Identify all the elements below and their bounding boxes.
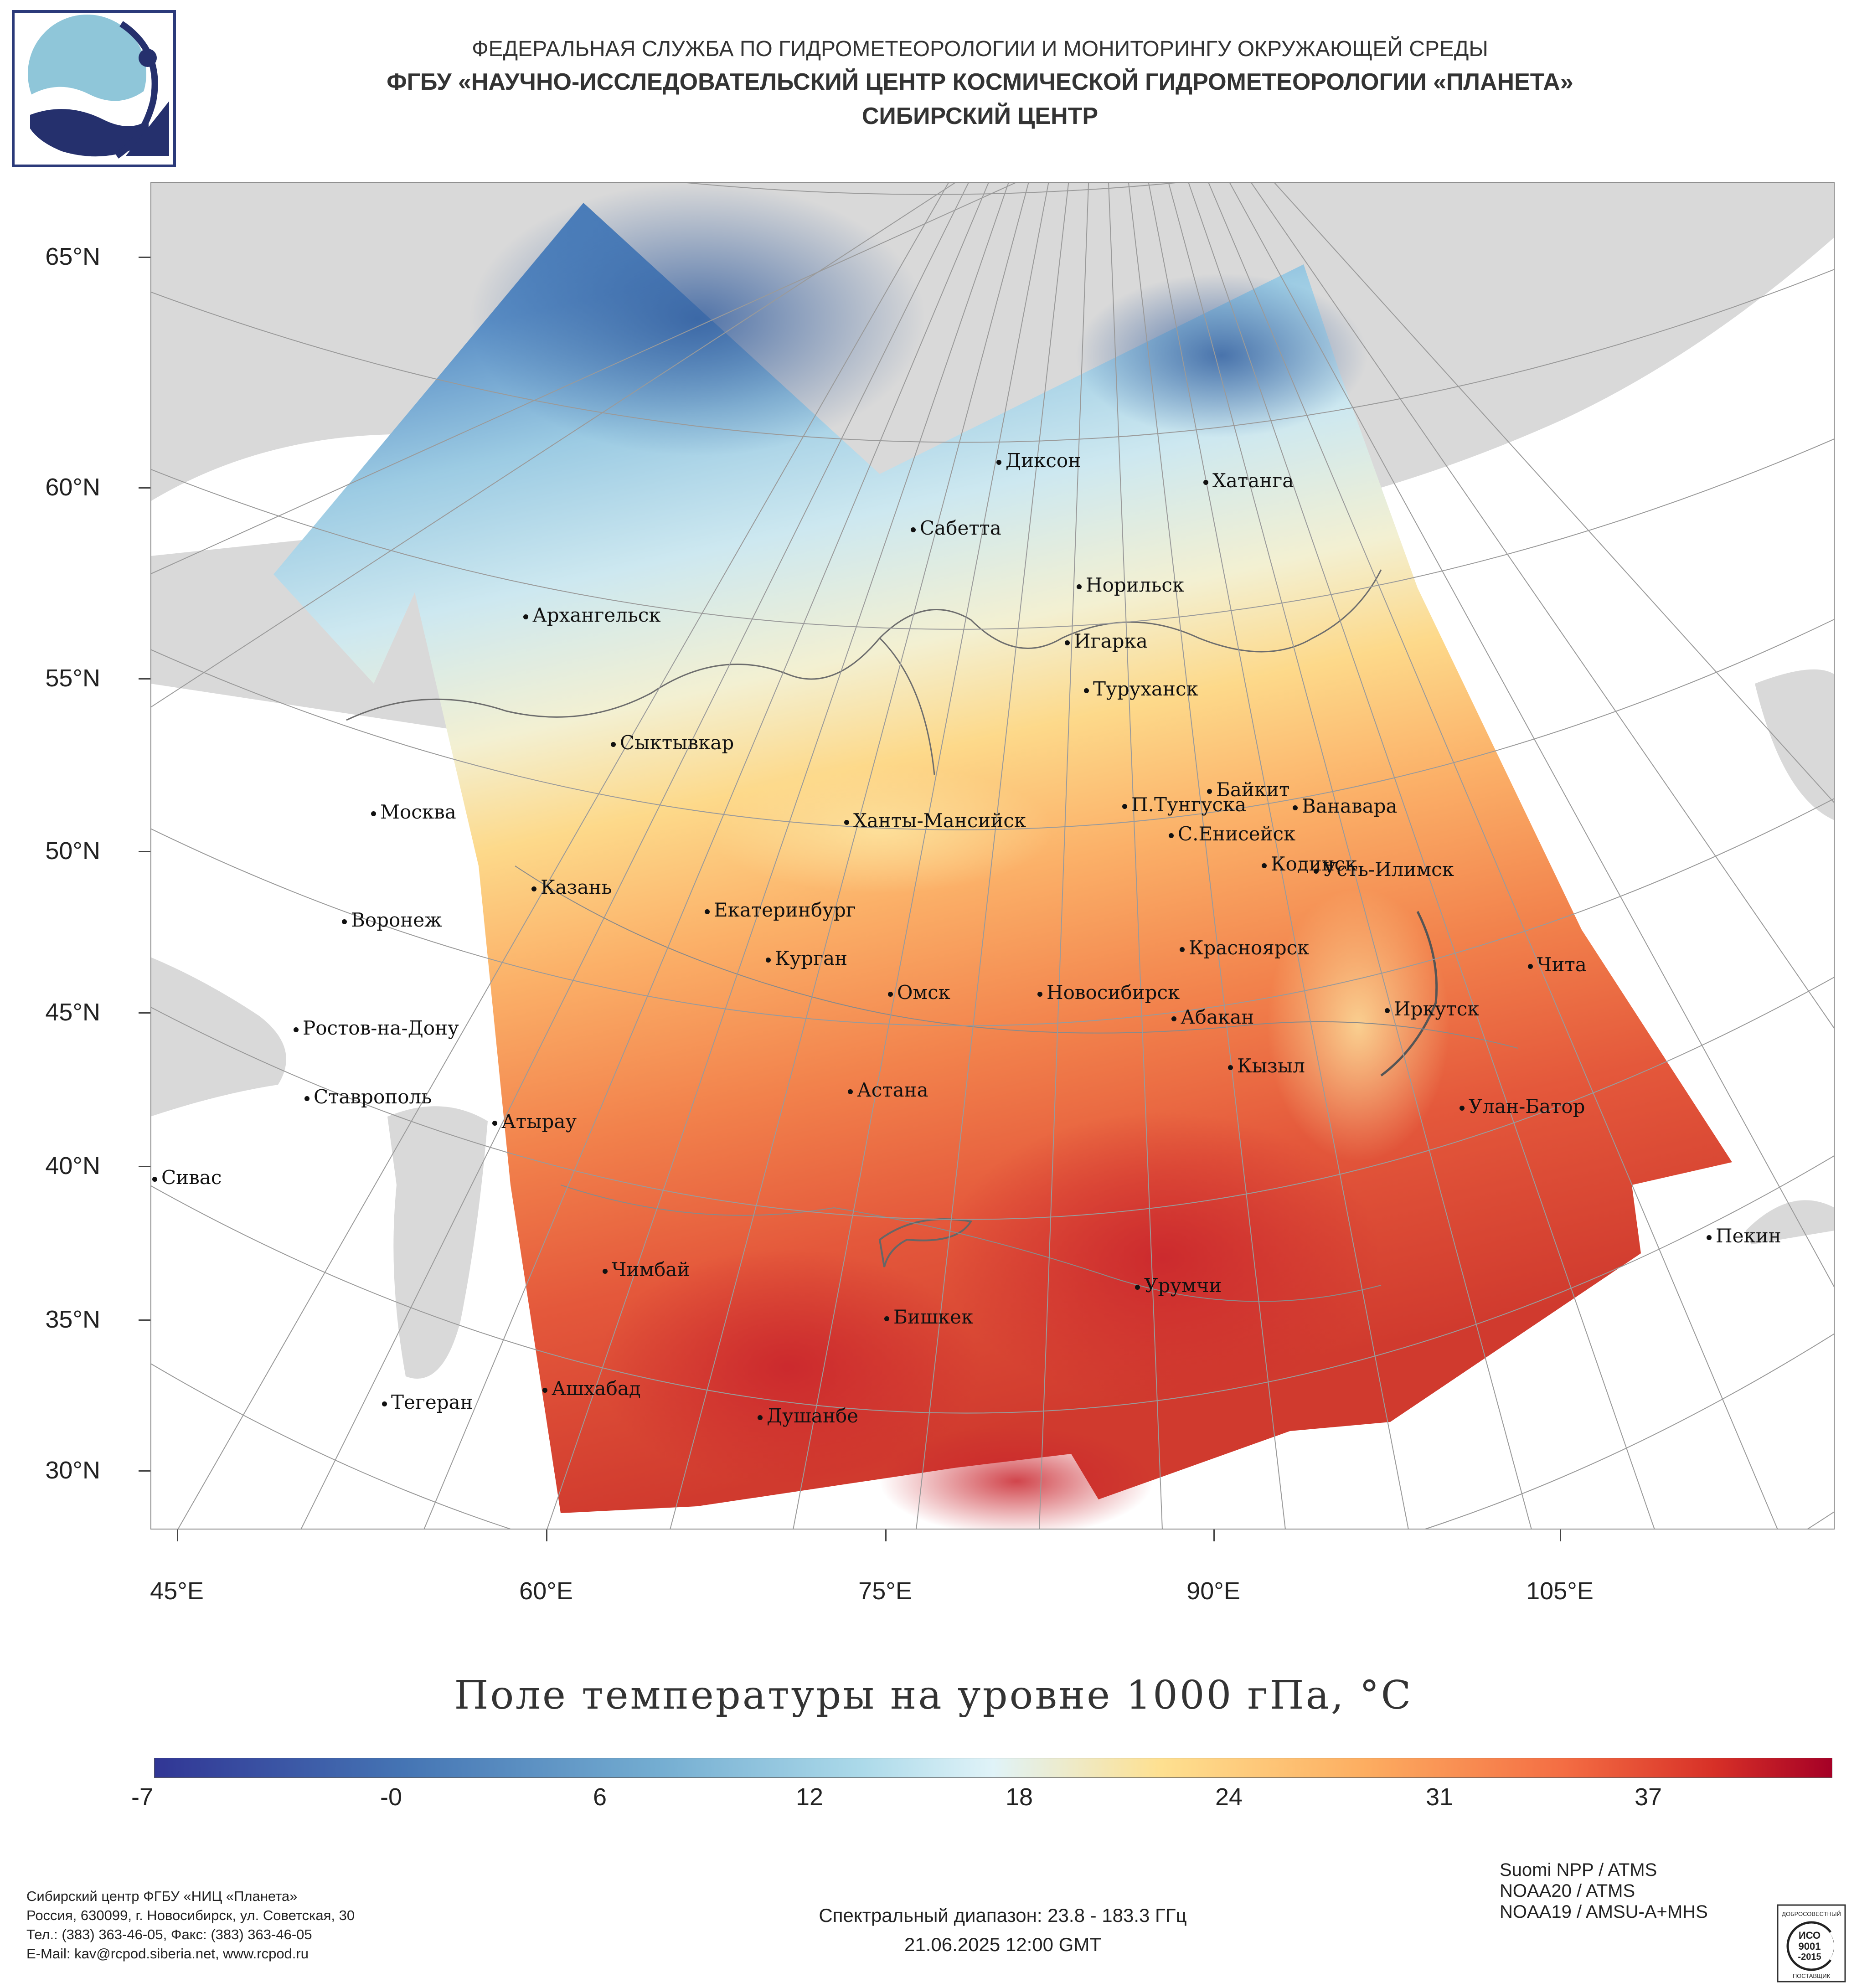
city-kazan: Казань	[531, 876, 612, 898]
city-sivas: Сивас	[152, 1166, 222, 1189]
lat-label-65: 65°N	[45, 243, 100, 270]
lat-label-30: 30°N	[45, 1457, 100, 1484]
lon-label-90: 90°E	[1186, 1577, 1240, 1605]
city-chimbay: Чимбай	[603, 1258, 690, 1281]
colorbar-label: 31	[1425, 1783, 1454, 1811]
svg-text:-2015: -2015	[1798, 1952, 1821, 1962]
lon-tick	[546, 1530, 547, 1541]
lat-label-40: 40°N	[45, 1152, 100, 1179]
colorbar-label: 24	[1215, 1783, 1243, 1811]
city-voronezh: Воронеж	[342, 909, 442, 931]
lon-label-75: 75°E	[858, 1577, 912, 1605]
map-canvas	[150, 182, 1835, 1530]
city-krasnoyarsk: Красноярск	[1180, 937, 1309, 959]
city-p-tunguska: П.Тунгуска	[1122, 793, 1246, 816]
lat-tick	[139, 1319, 150, 1321]
city-dushanbe: Душанбе	[758, 1405, 858, 1427]
colorbar-label: 37	[1634, 1783, 1662, 1811]
lat-tick	[139, 851, 150, 852]
lat-label-50: 50°N	[45, 837, 100, 865]
city-s-eniseysk: С.Енисейск	[1169, 823, 1295, 845]
footer-org: Сибирский центр ФГБУ «НИЦ «Планета» Росс…	[26, 1888, 355, 1962]
svg-text:9001: 9001	[1799, 1941, 1821, 1952]
city-baykit: Байкит	[1207, 778, 1289, 801]
city-syktyvkar: Сыктывкар	[611, 731, 734, 754]
footer-datetime: 21.06.2025 12:00 GMT	[904, 1934, 1101, 1955]
city-kurgan: Курган	[766, 947, 847, 969]
city-ashkhabad: Ашхабад	[542, 1377, 641, 1400]
planeta-logo	[12, 10, 176, 167]
lat-label-35: 35°N	[45, 1306, 100, 1333]
colorbar-label: 12	[795, 1783, 824, 1811]
header-institute: ФГБУ «НАУЧНО-ИССЛЕДОВАТЕЛЬСКИЙ ЦЕНТР КОС…	[387, 69, 1573, 95]
lon-label-105: 105°E	[1526, 1577, 1594, 1605]
city-ulan-bator: Улан-Батор	[1460, 1095, 1585, 1118]
lat-label-45: 45°N	[45, 999, 100, 1026]
colorbar-label: -0	[380, 1783, 402, 1811]
lat-tick	[139, 487, 150, 489]
lat-tick	[139, 257, 150, 258]
city-turukhansk: Туруханск	[1084, 678, 1198, 700]
city-khatanga: Хатанга	[1203, 469, 1294, 492]
map-title: Поле температуры на уровне 1000 гПа, °C	[454, 1673, 1413, 1718]
city-igarka: Игарка	[1065, 630, 1148, 652]
lon-tick	[885, 1530, 887, 1541]
city-astana: Астана	[848, 1079, 928, 1101]
city-tegeran: Тегеран	[382, 1391, 473, 1413]
city-moskva: Москва	[371, 801, 456, 823]
city-ekaterinburg: Екатеринбург	[705, 899, 856, 921]
lon-tick	[1213, 1530, 1215, 1541]
city-novosibirsk: Новосибирск	[1037, 981, 1180, 1004]
city-urumchi: Урумчи	[1135, 1274, 1222, 1297]
lat-tick	[139, 678, 150, 680]
city-arkhangelsk: Архангельск	[523, 604, 661, 626]
city-vanavara: Ванавара	[1293, 795, 1398, 817]
city-rostov-na-donu: Ростов-на-Дону	[294, 1017, 459, 1039]
city-chita: Чита	[1528, 953, 1587, 976]
lon-tick	[177, 1530, 178, 1541]
iso-9001-badge: ДОБРОСОВЕСТНЫЙ ИСО 9001 -2015 ПОСТАВЩИК	[1777, 1904, 1846, 1983]
city-sabetta: Сабетта	[911, 517, 1001, 539]
city-bishkek: Бишкек	[884, 1306, 973, 1328]
city-kyzyl: Кызыл	[1228, 1055, 1305, 1077]
city-dikson: Диксон	[996, 449, 1081, 472]
city-khanty-mansiysk: Ханты-Мансийск	[844, 809, 1026, 832]
footer-satellites: Suomi NPP / ATMS NOAA20 / ATMS NOAA19 / …	[1500, 1860, 1708, 1922]
city-irkutsk: Иркутск	[1385, 998, 1479, 1020]
footer-spectral-range: Спектральный диапазон: 23.8 - 183.3 ГГц	[819, 1905, 1187, 1926]
city-ust-ilimsk: Усть-Илимск	[1314, 858, 1454, 881]
lat-tick	[139, 1012, 150, 1014]
lat-label-55: 55°N	[45, 664, 100, 692]
header-agency: ФЕДЕРАЛЬНАЯ СЛУЖБА ПО ГИДРОМЕТЕОРОЛОГИИ …	[472, 37, 1488, 61]
city-omsk: Омск	[888, 981, 950, 1004]
city-stavropol: Ставрополь	[304, 1086, 432, 1108]
city-norilsk: Норильск	[1077, 574, 1184, 596]
lon-label-60: 60°E	[519, 1577, 573, 1605]
iso-top-text: ДОБРОСОВЕСТНЫЙ	[1782, 1911, 1841, 1917]
colorbar-label: 6	[593, 1783, 607, 1811]
city-atyrau: Атырау	[492, 1110, 577, 1133]
city-abakan: Абакан	[1171, 1006, 1254, 1028]
lat-tick	[139, 1470, 150, 1472]
temperature-map	[150, 182, 1835, 1530]
colorbar-label: 18	[1005, 1783, 1033, 1811]
colorbar	[154, 1758, 1832, 1778]
city-pekin: Пекин	[1707, 1225, 1781, 1247]
lon-label-45: 45°E	[150, 1577, 204, 1605]
graticule	[150, 182, 1835, 1530]
lat-label-60: 60°N	[45, 474, 100, 501]
svg-text:ПОСТАВЩИК: ПОСТАВЩИК	[1793, 1973, 1831, 1979]
svg-text:ИСО: ИСО	[1799, 1930, 1821, 1941]
colorbar-label: -7	[131, 1783, 153, 1811]
header-center: СИБИРСКИЙ ЦЕНТР	[861, 103, 1099, 129]
lon-tick	[1560, 1530, 1561, 1541]
lat-tick	[139, 1166, 150, 1167]
